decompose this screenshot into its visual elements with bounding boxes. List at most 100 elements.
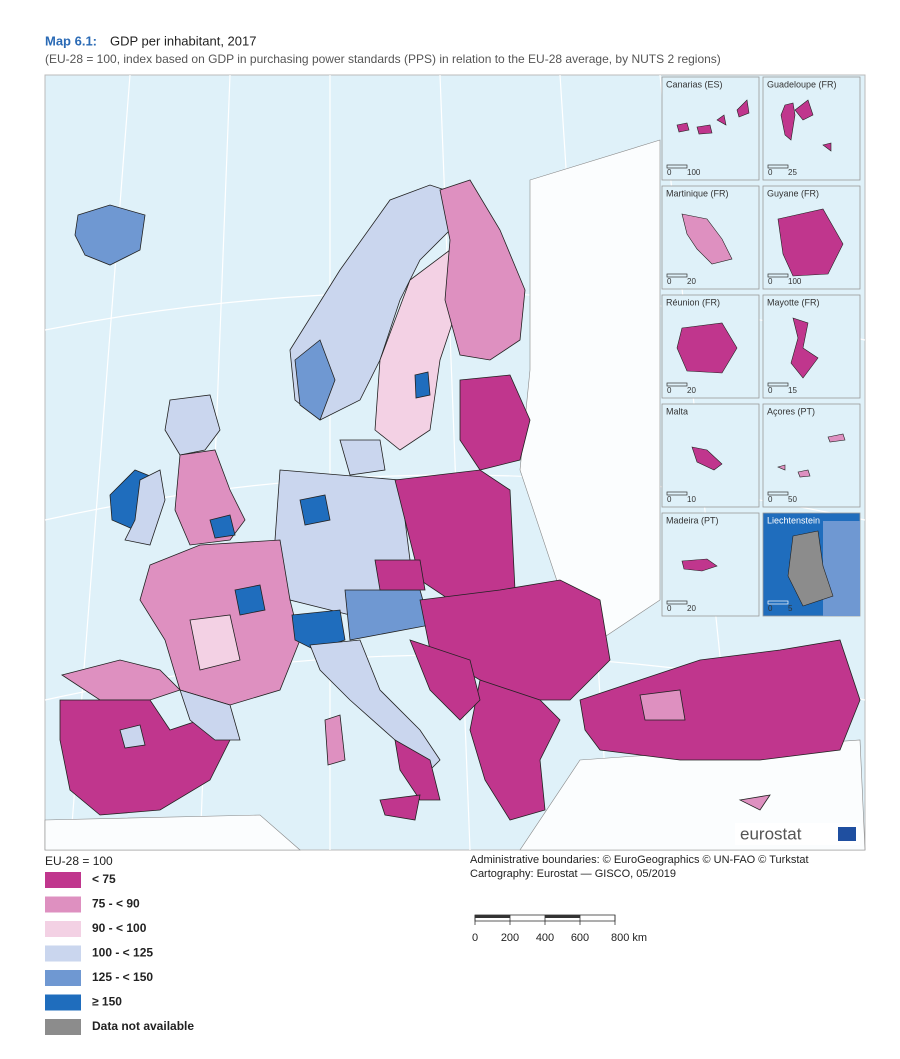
inset-scale-label: 100: [788, 277, 802, 286]
credit: Administrative boundaries: © EuroGeograp…: [470, 854, 809, 866]
inset-scale-label: 0: [667, 495, 672, 504]
legend-swatch: [45, 896, 81, 913]
logo-text: eurostat: [740, 824, 802, 843]
inset-scale-label: 0: [768, 168, 773, 177]
inset-scale-bar: [767, 491, 789, 496]
scale-bar-segment: [545, 915, 580, 918]
map-number: Map 6.1:: [45, 33, 97, 48]
inset-land: [676, 99, 750, 135]
inset-title: Madeira (PT): [666, 515, 719, 525]
inset-scale-bar: [666, 164, 688, 169]
inset-scale-label: 25: [788, 168, 797, 177]
legend-swatch: [45, 994, 81, 1011]
inset-scale-label: 5: [788, 604, 793, 613]
inset-land: [691, 446, 723, 471]
catalonia: [179, 689, 241, 741]
inset-land: [676, 322, 738, 374]
ile-de-france: [234, 584, 266, 616]
inset-scale-label: 100: [687, 168, 701, 177]
inset-scale-label: 0: [768, 495, 773, 504]
legend-swatch: [45, 945, 81, 962]
inset-scale-label: 0: [768, 386, 773, 395]
inset-land: [787, 530, 834, 607]
norway-west: [294, 339, 336, 421]
ireland-west: [124, 469, 166, 546]
greece-bulgaria: [469, 679, 561, 821]
legend-label: ≥ 150: [92, 995, 122, 1009]
inset-land: [777, 208, 844, 277]
legend: < 75 75 - < 90 90 - < 100 100 - < 125 125 - …: [45, 872, 194, 1035]
legend-title: EU-28 = 100: [45, 854, 113, 868]
scale-bar: 0 200 400 600 800 km: [472, 914, 647, 944]
inset-title: Martinique (FR): [666, 188, 729, 198]
scale-label: 200: [501, 932, 519, 944]
inset-land: [681, 558, 718, 572]
inset-scale-bar: [666, 273, 688, 278]
inset-title: Réunion (FR): [666, 297, 720, 307]
legend-swatch: [45, 921, 81, 937]
london: [209, 514, 236, 539]
inset-scale-label: 15: [788, 386, 797, 395]
inset-scale-bar: [767, 382, 789, 387]
stockholm: [414, 371, 431, 399]
legend-label: Data not available: [92, 1019, 194, 1033]
inset-title: Guadeloupe (FR): [767, 79, 837, 89]
legend-label: < 75: [92, 872, 116, 886]
credit: Cartography: Eurostat — GISCO, 05/2019: [470, 868, 676, 880]
hamburg: [299, 494, 331, 526]
denmark: [339, 439, 386, 476]
legend-label: 100 - < 125: [92, 946, 153, 960]
italy-south: [394, 739, 441, 801]
inset-scale-bar: [767, 600, 789, 605]
inset-scale-bar: [767, 164, 789, 169]
inset-frame: [762, 76, 861, 181]
inset-title: Canarias (ES): [666, 79, 723, 89]
inset-frame: [762, 403, 861, 508]
inset-title: Açores (PT): [767, 406, 815, 416]
inset-land: [790, 317, 819, 379]
iceland: [74, 204, 146, 266]
balkans: [409, 639, 481, 721]
map-title: GDP per inhabitant, 2017: [110, 33, 256, 48]
inset-title: Malta: [666, 406, 688, 416]
scale-bar-segment: [475, 915, 510, 918]
inset-scale-label: 50: [788, 495, 797, 504]
inset-scale-label: 20: [687, 277, 696, 286]
turkey: [579, 639, 861, 761]
inset-scale-bar: [666, 491, 688, 496]
legend-swatch: [45, 1019, 81, 1035]
inset-scale-bar: [666, 382, 688, 387]
legend-label: 75 - < 90: [92, 897, 140, 911]
scotland: [164, 394, 221, 456]
non-eu-land: [44, 814, 301, 851]
inset-title: Guyane (FR): [767, 188, 819, 198]
legend-label: 90 - < 100: [92, 921, 147, 935]
turkey-west: [639, 689, 686, 721]
inset-scale-label: 0: [667, 168, 672, 177]
inset-scale-label: 0: [768, 604, 773, 613]
legend-swatch: [45, 970, 81, 986]
sardinia: [324, 714, 346, 766]
inset-land: [777, 433, 846, 478]
inset-scale-label: 0: [667, 277, 672, 286]
inset-neighbour: [823, 521, 860, 616]
finland: [439, 179, 526, 361]
spain-south: [59, 699, 231, 816]
inset-title: Liechtenstein: [767, 515, 820, 525]
cyprus: [738, 794, 771, 811]
inset-scale-label: 0: [667, 604, 672, 613]
inset-title: Mayotte (FR): [767, 297, 820, 307]
scale-label: 0: [472, 932, 478, 944]
france-centre: [189, 614, 241, 671]
inset-scale-label: 0: [768, 277, 773, 286]
map-subtitle: (EU-28 = 100, index based on GDP in purc…: [45, 52, 721, 66]
legend-swatch: [45, 872, 81, 888]
legend-label: 125 - < 150: [92, 970, 153, 984]
inset-scale-bar: [666, 600, 688, 605]
baltics: [459, 374, 531, 471]
inset-land: [780, 99, 832, 152]
inset-scale-label: 0: [667, 386, 672, 395]
logo-box: [735, 823, 860, 845]
scale-label: 800 km: [611, 932, 647, 944]
